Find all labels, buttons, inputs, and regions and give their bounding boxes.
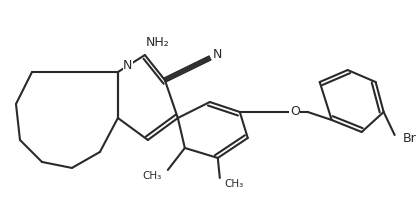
- Text: Br: Br: [403, 132, 416, 145]
- Text: N: N: [123, 59, 132, 71]
- Text: CH₃: CH₃: [225, 179, 244, 189]
- Text: O: O: [290, 105, 300, 119]
- Text: CH₃: CH₃: [142, 171, 162, 181]
- Text: NH₂: NH₂: [146, 36, 170, 49]
- Text: N: N: [213, 48, 222, 60]
